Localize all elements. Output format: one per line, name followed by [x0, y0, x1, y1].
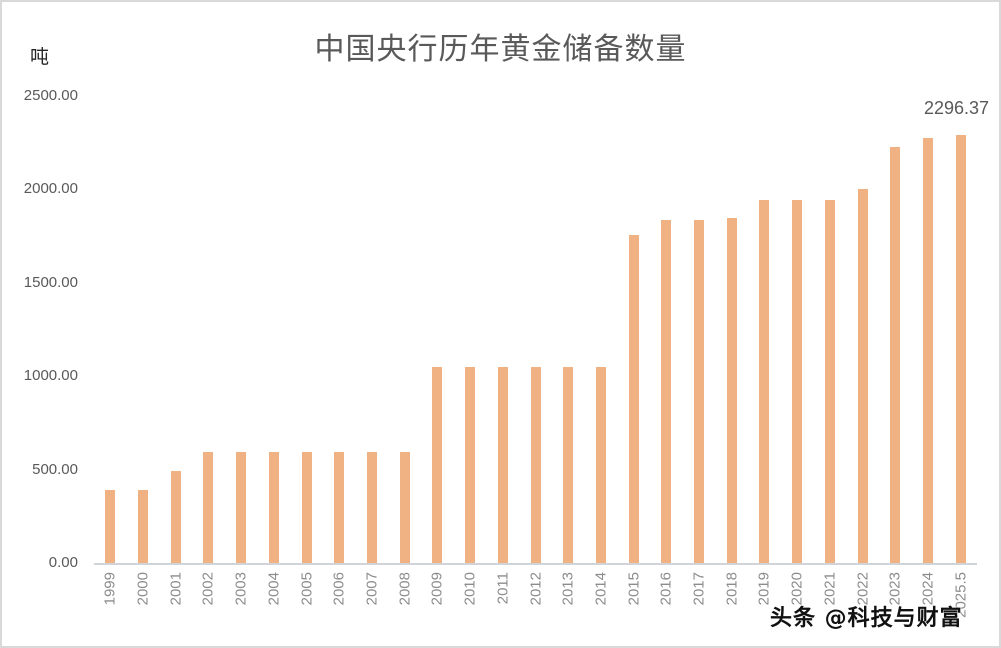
bar-2015 — [628, 234, 639, 564]
bar-2009 — [432, 367, 443, 564]
bar-2014 — [595, 367, 606, 564]
x-tick-label: 2003 — [232, 572, 250, 606]
x-tick-label: 2013 — [559, 572, 577, 606]
bar-2025.5 — [955, 135, 966, 564]
bar-2006 — [334, 451, 345, 564]
bar-2020 — [792, 200, 803, 564]
x-tick-label: 2014 — [592, 572, 610, 606]
y-tick-label: 2000.00 — [23, 180, 78, 198]
bar-2018 — [726, 218, 737, 564]
x-tick-label: 2012 — [527, 572, 544, 606]
x-tick-label: 2006 — [330, 572, 348, 606]
x-tick-label: 2018 — [723, 572, 741, 606]
y-tick-label: 500.00 — [32, 460, 78, 478]
bar-2007 — [366, 451, 377, 564]
bar-2001 — [170, 470, 181, 564]
bar-2008 — [399, 451, 410, 564]
x-tick-label: 2009 — [428, 572, 446, 606]
x-axis-line — [94, 563, 977, 565]
chart-title: 中国央行历年黄金储备数量 — [314, 32, 687, 67]
x-tick-label: 2001 — [167, 572, 185, 606]
bar-2003 — [236, 451, 247, 564]
bar-2013 — [563, 367, 574, 564]
bar-2000 — [138, 490, 149, 564]
bar-2016 — [661, 219, 672, 564]
y-tick-label: 1500.00 — [23, 273, 78, 291]
bar-2002 — [203, 451, 214, 564]
bar-1999 — [105, 490, 116, 564]
bar-2017 — [694, 219, 705, 564]
y-axis-unit-label: 吨 — [30, 46, 50, 68]
x-tick-label: 2007 — [363, 572, 381, 606]
x-tick-label: 2016 — [657, 572, 675, 606]
x-tick-label: 2011 — [494, 572, 512, 605]
bar-2019 — [759, 200, 770, 564]
x-tick-label: 2005 — [298, 572, 316, 606]
bar-2024 — [922, 138, 933, 564]
x-tick-label: 2010 — [461, 572, 479, 606]
bar-2021 — [824, 200, 835, 564]
bar-2004 — [268, 451, 279, 564]
y-tick-label: 0.00 — [48, 554, 78, 571]
x-tick-label: 1999 — [101, 572, 119, 606]
bar-2012 — [530, 367, 541, 564]
bar-2005 — [301, 451, 312, 564]
x-tick-label: 2015 — [625, 572, 643, 606]
x-tick-label: 2017 — [690, 572, 708, 606]
data-label-last-bar: 2296.37 — [924, 98, 990, 118]
plot-area — [94, 97, 977, 564]
y-tick-label: 1000.00 — [23, 367, 78, 385]
bar-2022 — [857, 188, 868, 564]
y-tick-label: 2500.00 — [23, 87, 78, 104]
bar-2023 — [890, 146, 901, 564]
bar-2010 — [465, 367, 476, 564]
bar-2011 — [497, 367, 508, 564]
x-tick-label: 2008 — [396, 572, 414, 606]
x-tick-label: 2000 — [134, 572, 152, 606]
x-tick-label: 2004 — [265, 572, 283, 606]
x-tick-label: 2002 — [199, 572, 217, 606]
watermark: 头条 @科技与财富 — [770, 606, 963, 631]
